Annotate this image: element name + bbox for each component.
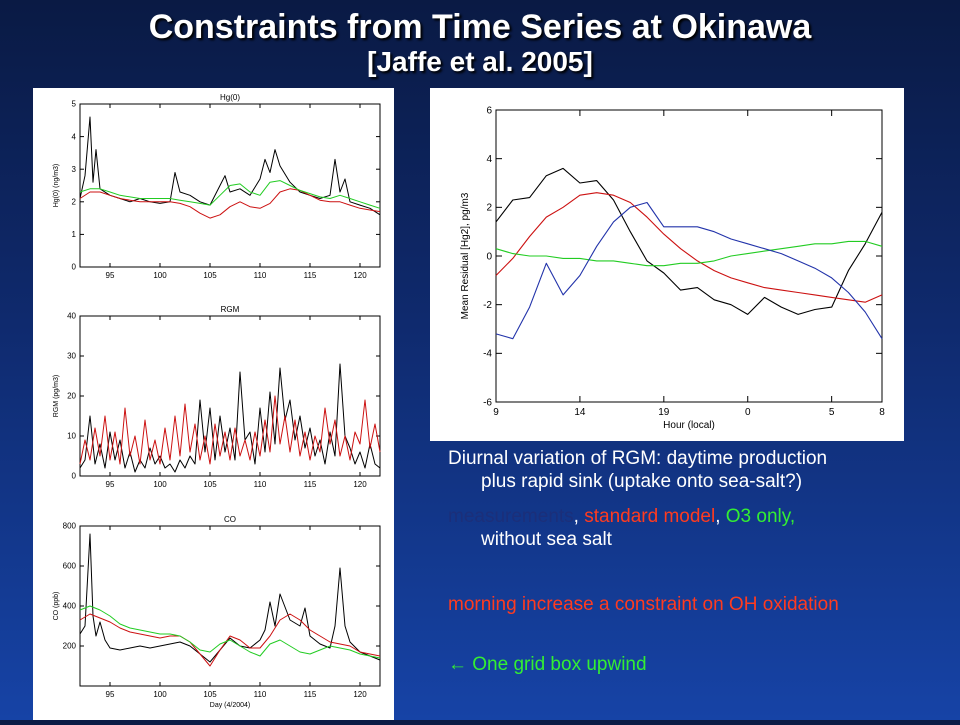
- y-tick-label: 40: [67, 312, 76, 321]
- y-tick-label: 10: [67, 432, 76, 441]
- caption-grid-box: ← One grid box upwind: [448, 654, 647, 675]
- x-tick-label: 95: [106, 480, 115, 489]
- x-tick-label: 95: [106, 690, 115, 699]
- series-line: [79, 533, 381, 663]
- legend-measurements: measurements: [448, 506, 574, 527]
- x-tick-label: 8: [879, 407, 885, 418]
- legend-separator: ,: [715, 506, 726, 527]
- caption-diurnal-line2: plus rapid sink (uptake onto sea-salt?): [481, 471, 803, 492]
- chart-group: 9 14 19 0 5 8 -6 -4 -2 0 2 4 6 Mean Residual [Hg2], p…: [460, 105, 885, 431]
- x-tick-label: 9: [493, 407, 499, 418]
- chart-title: CO: [224, 515, 236, 524]
- y-tick-label: 0: [486, 251, 492, 262]
- x-tick-label: 105: [203, 271, 217, 280]
- chart-group: RGM 95 100 105 110 115 120 0 10 20 30 40 RGM (pg/m3): [53, 305, 381, 489]
- plot-frame: [495, 109, 883, 403]
- x-tick-label: 0: [745, 407, 751, 418]
- chart-group: Hg(0) 95 100 105 110 115 120 0 1 2 3 4 5 Hg(0) (ng/m3…: [53, 93, 381, 280]
- diurnal-panel: 9 14 19 0 5 8 -6 -4 -2 0 2 4 6 Mean Residual [Hg2], p…: [430, 88, 904, 441]
- y-tick-label: 4: [486, 154, 492, 165]
- x-tick-label: 115: [304, 271, 317, 280]
- y-tick-label: 0: [72, 472, 77, 481]
- chart-title: RGM: [221, 305, 240, 314]
- x-tick-label: 105: [203, 480, 217, 489]
- y-axis-label: Mean Residual [Hg2], pg/m3: [460, 192, 471, 319]
- y-tick-label: 4: [72, 132, 77, 141]
- x-tick-label: 120: [353, 480, 367, 489]
- y-tick-label: 30: [67, 352, 76, 361]
- x-tick-label: 110: [254, 271, 267, 280]
- series-line: [495, 192, 883, 303]
- time-series-panel: Hg(0) 95 100 105 110 115 120 0 1 2 3 4 5 Hg(0) (ng/m3…: [33, 88, 394, 720]
- slide-title: Constraints from Time Series at Okinawa: [148, 8, 812, 46]
- y-tick-label: -4: [483, 349, 492, 360]
- x-tick-label: 100: [153, 271, 167, 280]
- y-tick-label: 1: [72, 230, 77, 239]
- y-tick-label: 0: [72, 263, 77, 272]
- x-tick-label: 14: [574, 407, 586, 418]
- y-tick-label: 2: [72, 197, 77, 206]
- y-tick-label: 200: [63, 642, 77, 651]
- x-tick-label: 100: [153, 480, 167, 489]
- x-tick-label: 100: [153, 690, 167, 699]
- y-tick-label: 600: [63, 562, 77, 571]
- legend-without-sea-salt: without sea salt: [481, 529, 612, 550]
- series-line: [79, 180, 381, 209]
- caption-legend: measurements, standard model, O3 only, w…: [448, 505, 948, 551]
- x-axis-label: Day (4/2004): [210, 702, 250, 709]
- x-tick-label: 115: [304, 480, 317, 489]
- x-tick-label: 115: [304, 690, 317, 699]
- legend-standard-model: standard model: [584, 506, 716, 527]
- series-line: [79, 188, 381, 219]
- x-tick-label: 5: [829, 407, 835, 418]
- plot-frame: [79, 525, 381, 687]
- y-tick-label: 2: [486, 203, 492, 214]
- chart-group: CO 95 100 105 110 115 120 200 400 600 800 CO (ppb) D…: [53, 515, 381, 709]
- y-tick-label: 3: [72, 165, 77, 174]
- series-line: [79, 605, 381, 659]
- x-tick-label: 95: [106, 271, 115, 280]
- series-line: [495, 201, 883, 340]
- x-tick-label: 120: [353, 271, 367, 280]
- y-tick-label: -6: [483, 397, 492, 408]
- x-tick-label: 120: [353, 690, 367, 699]
- slide-subtitle: [Jaffe et al. 2005]: [367, 46, 593, 77]
- series-line: [495, 240, 883, 267]
- plot-frame: [79, 103, 381, 268]
- x-tick-label: 105: [203, 690, 217, 699]
- series-line: [79, 613, 381, 667]
- caption-diurnal: Diurnal variation of RGM: daytime produc…: [448, 447, 948, 493]
- series-line: [79, 363, 381, 473]
- x-tick-label: 19: [658, 407, 670, 418]
- y-axis-label: CO (ppb): [53, 592, 60, 621]
- series-line: [495, 167, 883, 315]
- x-axis-label: Hour (local): [663, 420, 715, 431]
- legend-o3-only: O3 only,: [725, 506, 796, 527]
- series-line: [79, 116, 381, 216]
- x-tick-label: 110: [254, 480, 267, 489]
- y-tick-label: 5: [72, 100, 77, 109]
- y-tick-label: 20: [67, 392, 76, 401]
- series-line: [79, 395, 381, 465]
- y-tick-label: 800: [63, 522, 77, 531]
- y-axis-label: Hg(0) (ng/m3): [53, 164, 60, 208]
- caption-morning-increase: morning increase a constraint on OH oxid…: [448, 594, 839, 615]
- x-tick-label: 110: [254, 690, 267, 699]
- y-tick-label: 6: [486, 105, 492, 116]
- legend-separator: ,: [573, 506, 585, 527]
- diurnal-chart: 9 14 19 0 5 8 -6 -4 -2 0 2 4 6 Mean Residual [Hg2], p…: [460, 105, 885, 431]
- caption-diurnal-line1: Diurnal variation of RGM: daytime produc…: [448, 448, 828, 469]
- chart-title: Hg(0): [220, 93, 240, 102]
- y-axis-label: RGM (pg/m3): [53, 375, 60, 417]
- y-tick-label: 400: [63, 602, 77, 611]
- y-tick-label: -2: [483, 300, 492, 311]
